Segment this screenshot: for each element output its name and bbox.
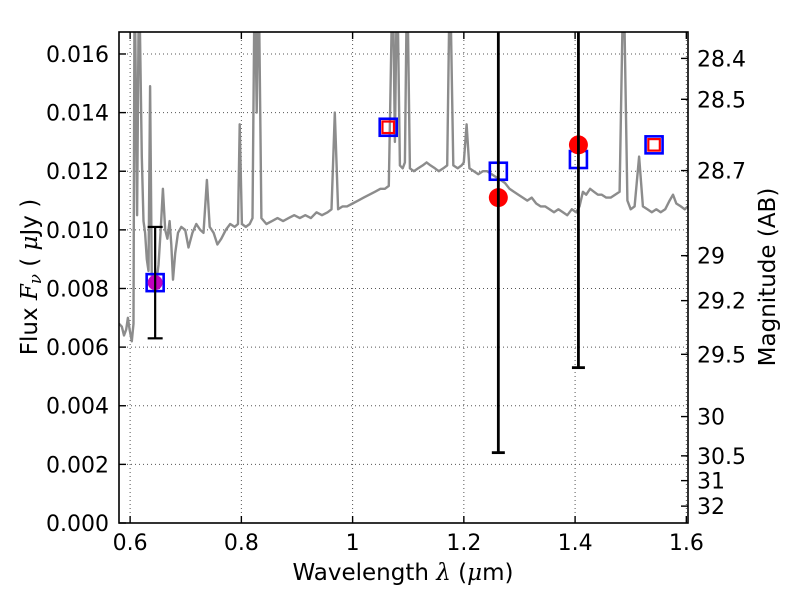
x-tick-label: 0.6 [113,531,148,556]
y-tick-label-magnitude: 29 [697,245,725,270]
y-axis-title-left: Flux Fν ( μJy ) [17,198,46,356]
axis-ticks [119,32,688,524]
model-spectrum-line [119,32,688,343]
gridlines [119,32,688,523]
mu-symbol: μ [467,560,483,586]
x-tick-label: 1.4 [558,531,593,556]
y-tick-label-magnitude: 29.2 [697,290,746,315]
x-tick-label: 1 [346,531,360,556]
x-tick-label: 1.6 [669,531,704,556]
x-axis-title: Wavelength λ (μm) [292,560,514,586]
lambda-symbol: λ [436,560,451,586]
x-tick-label: 1.2 [446,531,481,556]
mu-symbol: μ [17,235,43,251]
y-tick-label-magnitude: 31 [697,470,725,495]
x-axis-title-text: Wavelength [292,560,437,586]
y-tick-label-flux: 0.012 [46,160,109,185]
y-tick-label-magnitude: 30 [697,406,725,431]
y-axis-title-right: Magnitude (AB) [755,187,781,367]
photometry-blue-square-marker [644,135,664,155]
y-tick-label-flux: 0.004 [46,395,109,420]
y-tick-label-magnitude: 28.4 [697,47,746,72]
photometry-red-open-square-marker [381,120,396,135]
y-tick-label-magnitude: 30.5 [697,445,746,470]
y-tick-label-flux: 0.014 [46,102,109,127]
y-tick-label-magnitude: 28.7 [697,160,746,185]
y-tick-label-flux: 0.010 [46,219,109,244]
y-tick-label-magnitude: 32 [697,495,725,520]
y-tick-label-flux: 0.000 [46,512,109,537]
y-tick-label-magnitude: 29.5 [697,343,746,368]
y-tick-label-flux: 0.002 [46,453,109,478]
y-tick-label-flux: 0.016 [46,43,109,68]
y-tick-label-magnitude: 28.5 [697,88,746,113]
y-tick-label-flux: 0.006 [46,336,109,361]
y-tick-label-flux: 0.008 [46,277,109,302]
nu-subscript: ν [26,274,46,285]
x-tick-label: 0.8 [224,531,259,556]
plot-frame [118,31,689,524]
photometry-red-open-square-marker [647,138,661,152]
flux-symbol: F [17,284,43,301]
photometry-blue-square-marker [378,117,399,138]
